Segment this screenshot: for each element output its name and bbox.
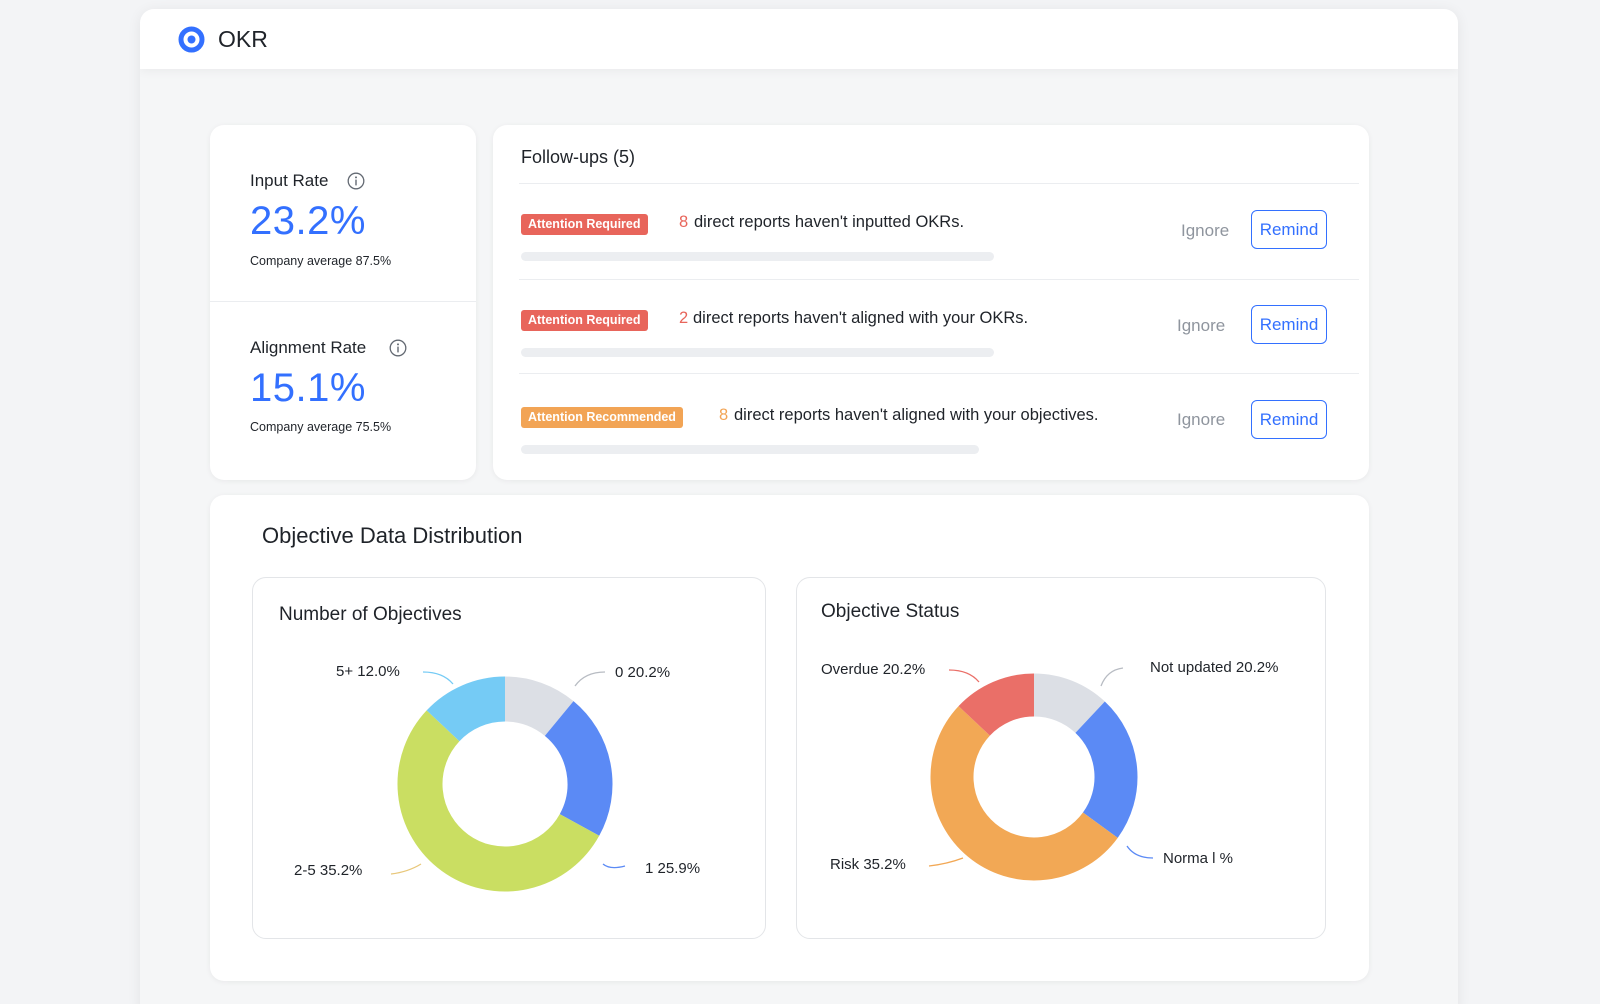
followup-progress-bar [521,252,994,261]
objectives-donut-chart [397,676,613,892]
metrics-card: Input Rate 23.2% Company average 87.5% A… [210,125,476,480]
alignment-rate-company-average: Company average 75.5% [250,420,392,434]
slice-label-2-5: 2-5 35.2% [294,862,363,879]
objective-distribution-card: Objective Data Distribution Number of Ob… [210,495,1369,981]
number-of-objectives-panel: Number of Objectives 5+ 12.0% 0 20.2% 1 … [252,577,766,939]
ignore-button[interactable]: Ignore [1177,316,1226,335]
followup-count: 2 [679,309,689,327]
divider [519,183,1359,184]
info-icon[interactable] [347,172,365,190]
attention-required-tag: Attention Required [521,310,648,331]
followup-count: 8 [679,213,689,231]
leader-lines [928,667,1154,867]
status-donut-chart [930,673,1138,881]
followup-item: Attention Required 2 direct reports have… [493,304,1369,399]
donut-slice-2-5 [397,710,600,892]
input-rate-value: 23.2% [250,199,366,243]
remind-button[interactable]: Remind [1251,305,1327,344]
slice-label-risk: Risk 35.2% [830,856,906,873]
donut-slice-5- [426,676,506,742]
number-of-objectives-title: Number of Objectives [279,604,462,625]
leader-lines [390,671,626,875]
remind-button[interactable]: Remind [1251,400,1327,439]
followup-count: 8 [719,406,729,424]
slice-label-5-plus: 5+ 12.0% [336,663,400,680]
app-title: OKR [218,26,268,52]
slice-label-normal: Norma l % [1163,850,1234,867]
ignore-button[interactable]: Ignore [1181,221,1230,240]
slice-label-0: 0 20.2% [615,664,671,681]
remind-button[interactable]: Remind [1251,210,1327,249]
objective-status-title: Objective Status [821,601,960,622]
divider [519,373,1359,374]
ignore-button[interactable]: Ignore [1177,410,1226,429]
input-rate-label: Input Rate [250,171,329,190]
followup-item: Attention Recommended 8 direct reports h… [493,400,1369,496]
donut-slice-normal [1074,701,1138,838]
slice-label-overdue: Overdue 20.2% [821,661,926,678]
slice-label-1: 1 25.9% [645,860,701,877]
donut-slice-not-updated [1033,673,1105,734]
attention-recommended-tag: Attention Recommended [521,407,683,428]
followup-item: Attention Required 8 direct reports have… [493,208,1369,303]
followups-card: Follow-ups (5) Attention Required 8 dire… [493,125,1369,480]
followup-progress-bar [521,348,994,357]
donut-slice-overdue [958,673,1035,737]
alignment-rate-label: Alignment Rate [250,338,367,357]
donut-slice-0 [504,676,574,737]
donut-slice-1 [544,701,613,836]
donut-slice-risk [930,706,1118,881]
distribution-title: Objective Data Distribution [262,523,523,548]
okr-logo-icon [178,26,205,53]
alignment-rate-metric: Alignment Rate 15.1% Company average 75.… [210,302,476,480]
followup-progress-bar [521,445,979,454]
input-rate-company-average: Company average 87.5% [250,254,392,268]
alignment-rate-value: 15.1% [250,366,366,410]
followup-text: direct reports haven't aligned with your… [734,406,1099,424]
followups-title: Follow-ups (5) [521,147,636,167]
attention-required-tag: Attention Required [521,214,648,235]
divider [519,279,1359,280]
app-header: OKR [140,9,1458,69]
input-rate-metric: Input Rate 23.2% Company average 87.5% [210,125,476,302]
app-window: OKR Input Rate 23.2% Company average 87.… [140,9,1458,1004]
objective-status-panel: Objective Status Overdue 20.2% Not updat… [796,577,1326,939]
info-icon[interactable] [389,339,407,357]
slice-label-not-updated: Not updated 20.2% [1150,659,1279,676]
followup-text: direct reports haven't inputted OKRs. [694,213,965,231]
followup-text: direct reports haven't aligned with your… [693,309,1029,327]
